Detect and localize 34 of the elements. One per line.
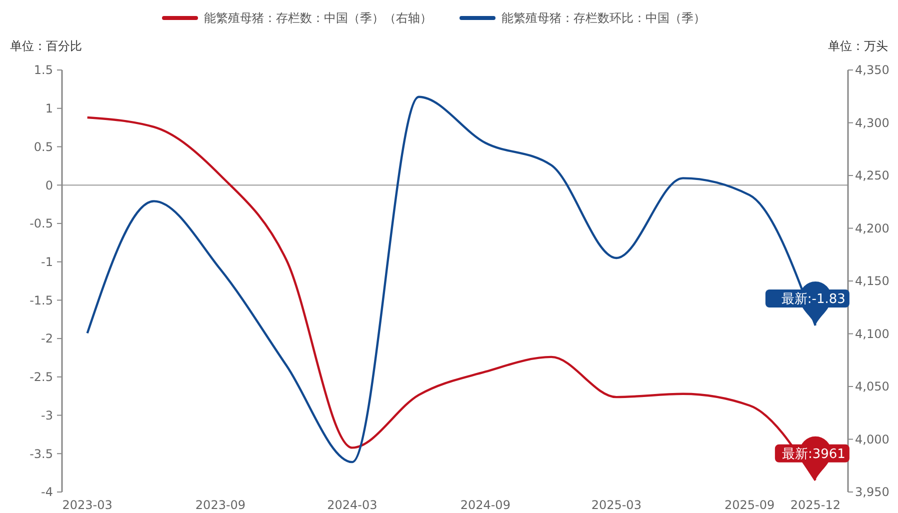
y2-tick-label: 4,350 xyxy=(855,63,890,78)
y2-axis-title: 单位：万头 xyxy=(828,39,888,53)
x-tick-label: 2023-09 xyxy=(195,498,246,512)
y2-tick-label: 3,950 xyxy=(855,485,890,500)
x-tick-label: 2024-09 xyxy=(460,498,510,512)
x-tick-label: 2025-09 xyxy=(724,498,775,512)
x-tick-label: 2025-03 xyxy=(591,498,642,512)
y-tick-label: -3 xyxy=(41,408,53,422)
y2-tick-label: 4,000 xyxy=(855,432,890,446)
legend-label: 能繁殖母猪：存栏数环比：中国（季） xyxy=(502,11,706,26)
y-tick-label: -4 xyxy=(41,485,53,500)
y-axis-title: 单位：百分比 xyxy=(10,39,82,53)
y2-tick-label: 4,150 xyxy=(855,274,890,288)
y2-tick-label: 4,300 xyxy=(855,116,890,130)
y-tick-label: -1.5 xyxy=(30,293,53,308)
y-tick-label: -3.5 xyxy=(30,446,53,461)
y-tick-label: -1 xyxy=(41,255,53,270)
annotation: 最新:-1.83 xyxy=(781,292,846,308)
annotation: 最新:3961 xyxy=(782,446,846,462)
x-tick-label: 2025-12 xyxy=(790,498,840,512)
x-tick-label: 2024-03 xyxy=(327,498,378,512)
y-tick-label: 0 xyxy=(45,178,53,192)
y-tick-label: -2.5 xyxy=(30,370,53,384)
y2-tick-label: 4,200 xyxy=(855,221,890,236)
y2-tick-label: 4,050 xyxy=(855,380,890,394)
y-tick-label: 0.5 xyxy=(34,140,53,154)
y-tick-label: 1.5 xyxy=(34,63,53,78)
y-tick-label: -2 xyxy=(41,332,53,346)
legend-label: 能繁殖母猪：存栏数：中国（季）（右轴） xyxy=(204,11,432,26)
y-tick-label: 1 xyxy=(45,102,53,116)
x-tick-label: 2023-03 xyxy=(62,498,112,512)
y2-tick-label: 4,100 xyxy=(855,326,890,341)
y2-tick-label: 4,250 xyxy=(855,168,890,183)
y-tick-label: -0.5 xyxy=(30,216,53,231)
